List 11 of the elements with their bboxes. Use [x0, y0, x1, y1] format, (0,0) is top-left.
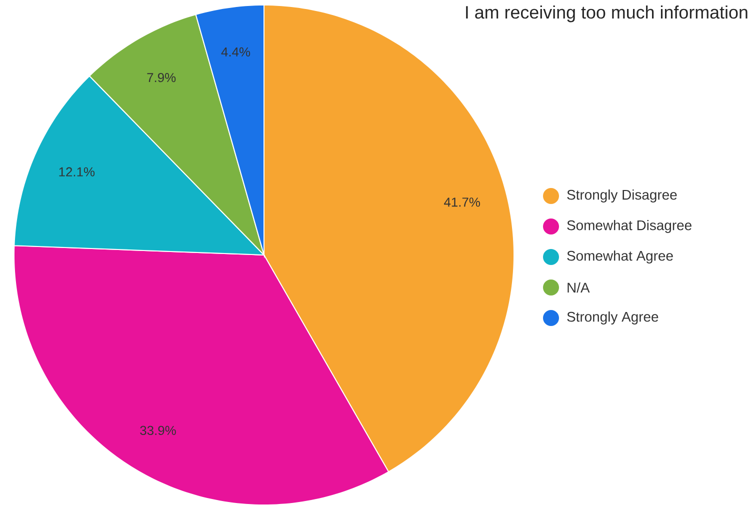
legend-label: Somewhat Disagree: [567, 220, 692, 233]
data-label: 12.1%: [59, 167, 95, 176]
data-label: 4.4%: [221, 47, 250, 56]
legend-label: N/A: [568, 282, 590, 293]
legend-label: Strongly Agree: [567, 311, 658, 324]
chart-title: I am receiving too much information: [466, 6, 748, 22]
legend-label: Somewhat Agree: [567, 250, 673, 264]
data-label: 41.7%: [444, 198, 480, 207]
data-label: 7.9%: [147, 72, 176, 82]
legend-label: Strongly Disagree: [567, 189, 677, 202]
data-label: 33.9%: [140, 426, 176, 436]
